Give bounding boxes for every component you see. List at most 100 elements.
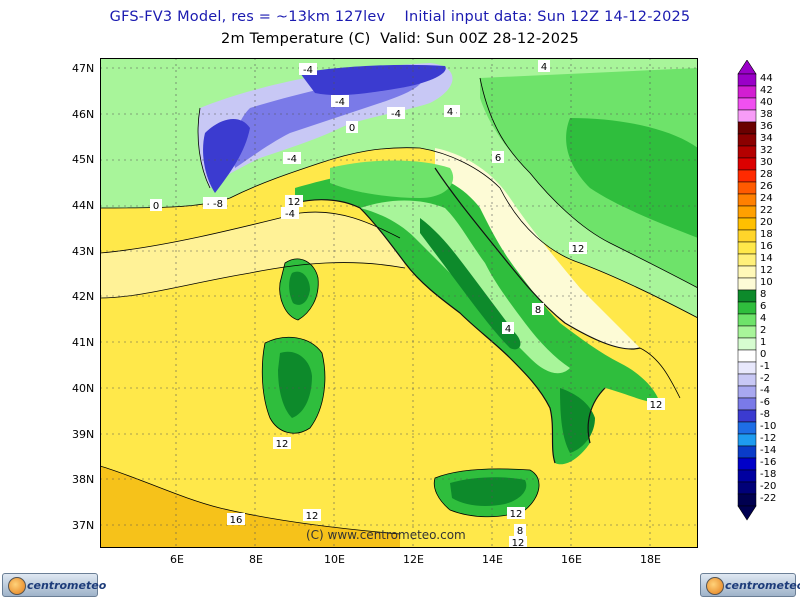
calabria-dark xyxy=(560,388,595,453)
temperature-map: -4-4-8-404-446-4-8041212841212121612812 … xyxy=(100,58,698,548)
alps-colder xyxy=(233,73,423,168)
lon-label-18e: 18E xyxy=(640,553,661,566)
legend-label: 34 xyxy=(760,133,773,144)
contour-label-bg xyxy=(303,509,321,521)
legend-label: 40 xyxy=(760,97,773,108)
corsica-inner xyxy=(289,271,310,305)
legend-swatch xyxy=(737,481,757,495)
contour-label-bg xyxy=(150,199,162,211)
contour-label-bg xyxy=(492,151,504,163)
legend-swatch xyxy=(737,493,757,507)
legend-swatch xyxy=(737,73,757,87)
contour-label-bg xyxy=(299,63,317,75)
land-balkan-dark xyxy=(566,118,698,238)
legend-label: 4 xyxy=(760,313,767,324)
lon-label-14e: 14E xyxy=(482,553,503,566)
africa-coast xyxy=(100,488,160,548)
legend-label: 20 xyxy=(760,217,773,228)
legend-swatch xyxy=(737,121,757,135)
legend-swatch xyxy=(737,181,757,195)
contour-label: 4 xyxy=(447,107,453,118)
map-title-line1: GFS-FV3 Model, res = ~13km 127lev Initia… xyxy=(109,9,691,25)
contour-label-bg xyxy=(387,107,405,119)
copyright-text: (C) www.centrometeo.com xyxy=(306,528,466,542)
contour-label: 12 xyxy=(306,511,319,522)
lat-label-45n: 45N xyxy=(72,153,95,166)
legend-label: 8 xyxy=(760,289,767,300)
contour-label: 12 xyxy=(276,439,289,450)
legend-swatch xyxy=(737,253,757,267)
legend-label: -6 xyxy=(760,397,770,408)
legend-label: -10 xyxy=(760,421,777,432)
legend-swatch xyxy=(737,157,757,171)
contour-label-bg xyxy=(647,398,665,410)
legend-swatch xyxy=(737,313,757,327)
legend-label: -22 xyxy=(760,493,777,504)
legend-label: 30 xyxy=(760,157,773,168)
map-title-line2: 2m Temperature (C) Valid: Sun 00Z 28-12-… xyxy=(221,31,579,47)
contour-label: 16 xyxy=(230,515,243,526)
contour-label: 12 xyxy=(512,538,525,548)
adriatic-sea xyxy=(435,148,640,349)
contour-label-bg xyxy=(285,195,303,207)
sea-pale-band xyxy=(100,212,405,298)
legend-swatch xyxy=(737,409,757,423)
legend-swatch xyxy=(737,421,757,435)
legend-arrow-top xyxy=(737,60,757,75)
contour-label: -4 xyxy=(303,65,313,76)
legend-label: 36 xyxy=(760,121,773,132)
legend-swatch xyxy=(737,205,757,219)
legend-swatch xyxy=(737,109,757,123)
legend-swatch xyxy=(737,217,757,231)
contour-label: -4 xyxy=(335,97,345,108)
legend-label: 10 xyxy=(760,277,773,288)
logo-text-right: centrometeo xyxy=(725,579,800,592)
legend-swatch xyxy=(737,325,757,339)
centrometeo-logo-right[interactable]: centrometeo xyxy=(700,573,800,597)
centrometeo-logo-left[interactable]: centrometeo xyxy=(2,573,106,597)
logo-text-left: centrometeo xyxy=(27,579,107,592)
italy-land xyxy=(295,169,660,465)
contour-label: 0 xyxy=(153,201,159,212)
lat-label-46n: 46N xyxy=(72,108,95,121)
lat-label-42n: 42N xyxy=(72,290,95,303)
legend-label: 42 xyxy=(760,85,773,96)
legend-label: 2 xyxy=(760,325,767,336)
legend-swatch xyxy=(737,373,757,387)
sicily-inner xyxy=(450,477,527,506)
po-valley xyxy=(330,160,454,198)
legend-swatch xyxy=(737,193,757,207)
lat-label-37n: 37N xyxy=(72,519,95,532)
legend-label: 1 xyxy=(760,337,767,348)
lat-label-38n: 38N xyxy=(72,473,95,486)
contour-label-bg xyxy=(281,207,299,219)
contour-label-bg xyxy=(273,437,291,449)
legend-label: 14 xyxy=(760,253,773,264)
legend-label: -14 xyxy=(760,445,777,456)
coastlines xyxy=(294,167,641,464)
contour-label-bg xyxy=(227,513,245,525)
contour-label-bg xyxy=(331,95,349,107)
legend-label: -16 xyxy=(760,457,777,468)
lon-label-16e: 16E xyxy=(561,553,582,566)
lon-label-8e: 8E xyxy=(249,553,263,566)
legend-label: -4 xyxy=(760,385,770,396)
lon-label-12e: 12E xyxy=(403,553,424,566)
contour-label: 12 xyxy=(572,244,585,255)
contour-label: -8 xyxy=(213,199,223,210)
legend-swatch xyxy=(737,469,757,483)
apennines-dark xyxy=(420,218,521,350)
legend-swatch xyxy=(737,85,757,99)
contour-label: -4 xyxy=(287,154,297,165)
lon-label-10e: 10E xyxy=(324,553,345,566)
lat-label-44n: 44N xyxy=(72,199,95,212)
legend-swatch xyxy=(737,169,757,183)
temperature-legend xyxy=(737,60,757,521)
legend-swatch xyxy=(737,133,757,147)
legend-label: 12 xyxy=(760,265,773,276)
contour-label-bg xyxy=(507,507,525,519)
contour-label: 4 xyxy=(541,62,547,73)
contour-label-bg xyxy=(509,536,527,548)
contour-label-bg xyxy=(209,197,227,209)
sardinia-inner xyxy=(278,351,312,418)
